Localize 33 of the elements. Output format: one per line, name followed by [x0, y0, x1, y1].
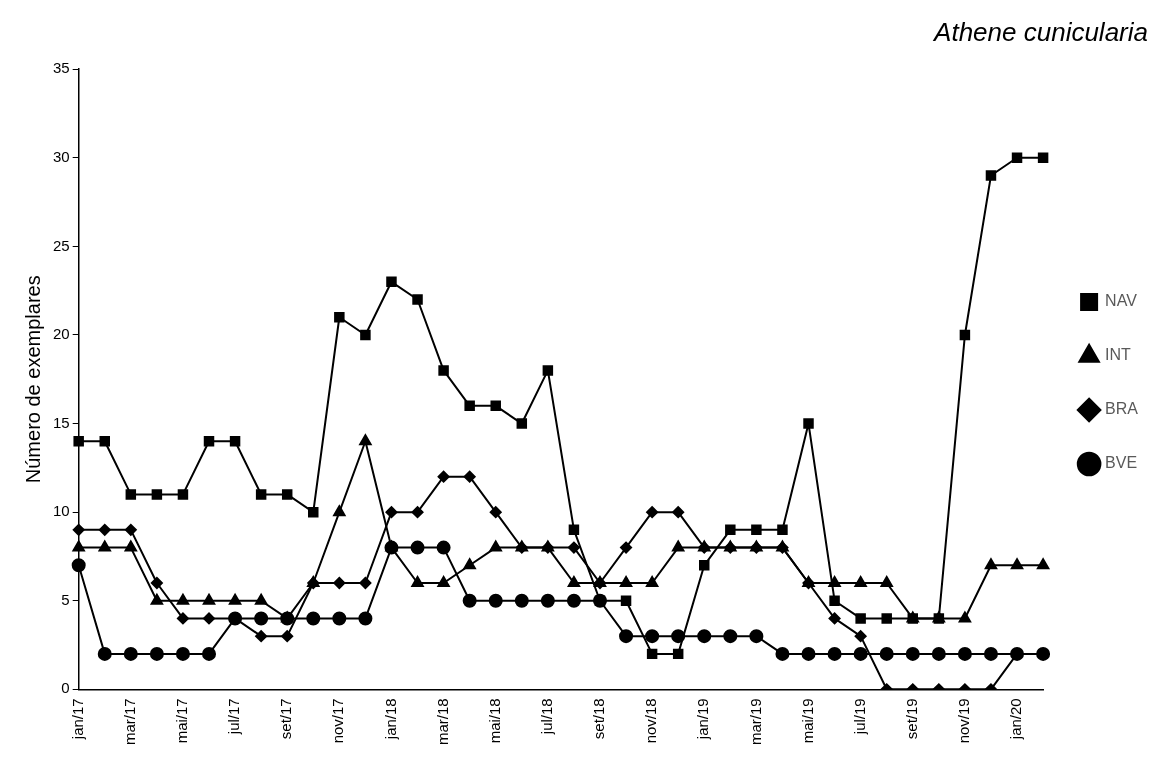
x-tick-label: nov/19 — [955, 698, 973, 744]
legend-label: BRA — [1105, 400, 1139, 418]
legend-label: NAV — [1105, 292, 1138, 310]
y-tick-label: 20 — [53, 325, 70, 343]
y-tick-label: 35 — [53, 59, 70, 77]
legend-label: INT — [1105, 346, 1132, 364]
x-tick-label: mai/17 — [173, 698, 191, 744]
y-tick-label: 25 — [53, 236, 70, 254]
x-tick-label: jan/18 — [381, 698, 399, 741]
x-tick-label: jul/19 — [850, 698, 868, 736]
x-tick-label: jan/19 — [694, 698, 712, 741]
x-tick-label: mar/18 — [433, 698, 451, 745]
x-tick-label: jul/18 — [538, 698, 555, 736]
x-tick-label: set/17 — [277, 698, 295, 740]
chart-title: Athene cunicularia — [932, 16, 1148, 47]
legend-label: BVE — [1105, 454, 1138, 472]
x-tick-label: jul/17 — [225, 698, 243, 736]
y-tick-label: 15 — [53, 413, 70, 431]
x-tick-label: mar/19 — [746, 698, 764, 745]
y-tick-label: 10 — [53, 502, 70, 520]
y-tick-label: 5 — [61, 590, 70, 608]
x-tick-label: set/18 — [590, 698, 608, 740]
x-tick-label: jan/20 — [1007, 698, 1025, 741]
y-tick-label: 0 — [61, 679, 70, 697]
x-tick-label: jan/17 — [68, 698, 86, 741]
x-tick-label: mai/19 — [798, 698, 816, 744]
y-tick-label: 30 — [53, 147, 70, 165]
y-axis-title: Número de exemplares — [21, 275, 44, 484]
x-tick-label: mai/18 — [485, 698, 503, 744]
x-tick-label: mar/17 — [120, 698, 138, 745]
x-tick-label: nov/17 — [329, 698, 347, 744]
x-tick-label: nov/18 — [642, 698, 660, 744]
x-tick-label: set/19 — [902, 698, 920, 740]
